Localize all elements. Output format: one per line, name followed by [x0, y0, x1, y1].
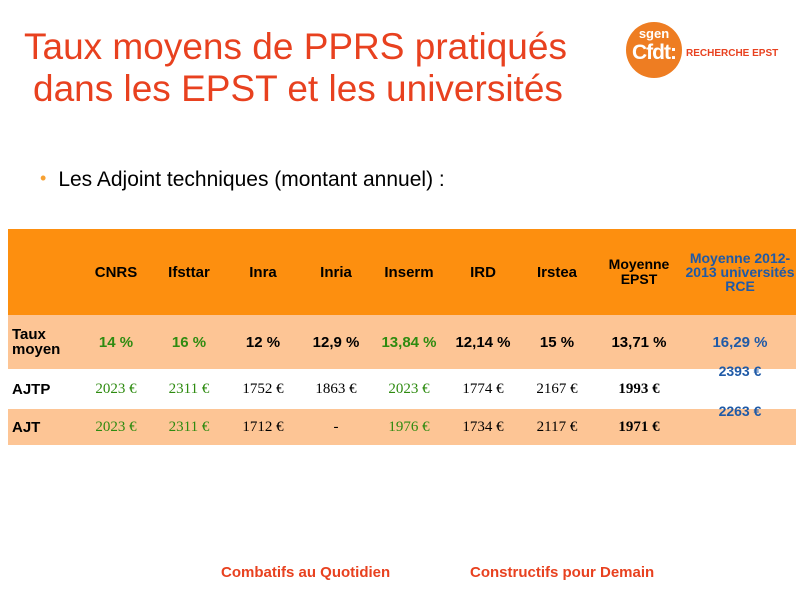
univ-value: 2263 €	[718, 403, 762, 419]
table-row: AJT 2023 € 2311 € 1712 € - 1976 € 1734 €…	[8, 403, 796, 445]
table-cell: 12,9 %	[312, 333, 360, 351]
table-cell: 1993 €	[618, 380, 660, 397]
table-cell: 2393 €	[684, 363, 796, 409]
slide-title: Taux moyens de PPRS pratiqués dans les E…	[24, 26, 567, 110]
header-inserm: Inserm	[384, 263, 434, 281]
sgen-cfdt-logo: sgen Cfdt: RECHERCHE EPST	[626, 22, 786, 78]
table-row: Taux moyen 14 % 16 % 12 % 12,9 % 13,84 %…	[8, 315, 796, 369]
bullet-dot-icon: •	[40, 168, 47, 188]
logo-top-text: sgen	[638, 26, 670, 41]
table-cell: 2023 €	[388, 380, 430, 397]
table-cell: 1976 €	[388, 418, 430, 435]
header-ifsttar: Ifsttar	[168, 263, 210, 281]
footer-slogan-left: Combatifs au Quotidien	[221, 564, 391, 581]
table-cell: 12 %	[245, 333, 281, 351]
table-cell: 1971 €	[618, 418, 660, 435]
title-line-1: Taux moyens de PPRS pratiqués	[24, 26, 567, 67]
row-label-ajt: AJT	[12, 418, 41, 436]
table-cell: 1752 €	[242, 380, 284, 397]
table-cell: 16 %	[171, 333, 207, 351]
header-ird: IRD	[470, 263, 496, 281]
row-label-ajtp: AJTP	[12, 380, 51, 398]
table-cell: 15 %	[539, 333, 575, 351]
logo-circle: sgen Cfdt:	[626, 22, 682, 78]
pprs-table: CNRS Ifsttar Inra Inria Inserm IRD Irste…	[8, 229, 796, 445]
logo-caption: RECHERCHE EPST	[686, 48, 779, 59]
univ-value: 2393 €	[718, 363, 762, 379]
table-cell: 13,71 %	[611, 333, 667, 351]
table-cell: 13,84 %	[381, 333, 437, 351]
table-cell: 2311 €	[168, 380, 210, 397]
table-cell: 2117 €	[536, 418, 578, 435]
table-cell: 2167 €	[536, 380, 578, 397]
table-cell: 16,29 %	[712, 333, 768, 351]
table-cell: 1712 €	[242, 418, 284, 435]
title-line-2: dans les EPST et les universités	[33, 68, 563, 109]
table-cell: -	[333, 418, 339, 435]
row-label-taux-moyen: Taux moyen	[12, 326, 61, 358]
table-row: AJTP 2023 € 2311 € 1752 € 1863 € 2023 € …	[8, 363, 796, 409]
table-cell: 14 %	[98, 333, 134, 351]
logo-main-text: Cfdt:	[632, 41, 677, 64]
table-header-row: CNRS Ifsttar Inra Inria Inserm IRD Irste…	[8, 229, 796, 315]
header-inria: Inria	[320, 263, 352, 281]
footer-slogan-right: Constructifs pour Demain	[470, 564, 655, 581]
header-moyenne-epst: Moyenne EPST	[608, 256, 670, 287]
table-cell: 1863 €	[315, 380, 357, 397]
table-cell: 1734 €	[462, 418, 504, 435]
header-inra: Inra	[249, 263, 277, 281]
table-cell: 2263 €	[684, 403, 796, 445]
header-moyenne-universites: Moyenne 2012-2013 universités RCE	[685, 250, 795, 294]
bullet-item: • Les Adjoint techniques (montant annuel)…	[40, 168, 445, 192]
bullet-text: Les Adjoint techniques (montant annuel) …	[58, 168, 445, 191]
table-cell: 2023 €	[95, 418, 137, 435]
table-cell: 2023 €	[95, 380, 137, 397]
header-cell-empty	[8, 229, 80, 315]
header-cnrs: CNRS	[94, 263, 138, 281]
header-irstea: Irstea	[536, 263, 578, 281]
table-cell: 12,14 %	[455, 333, 511, 351]
table-cell: 2311 €	[168, 418, 210, 435]
table-cell: 1774 €	[462, 380, 504, 397]
